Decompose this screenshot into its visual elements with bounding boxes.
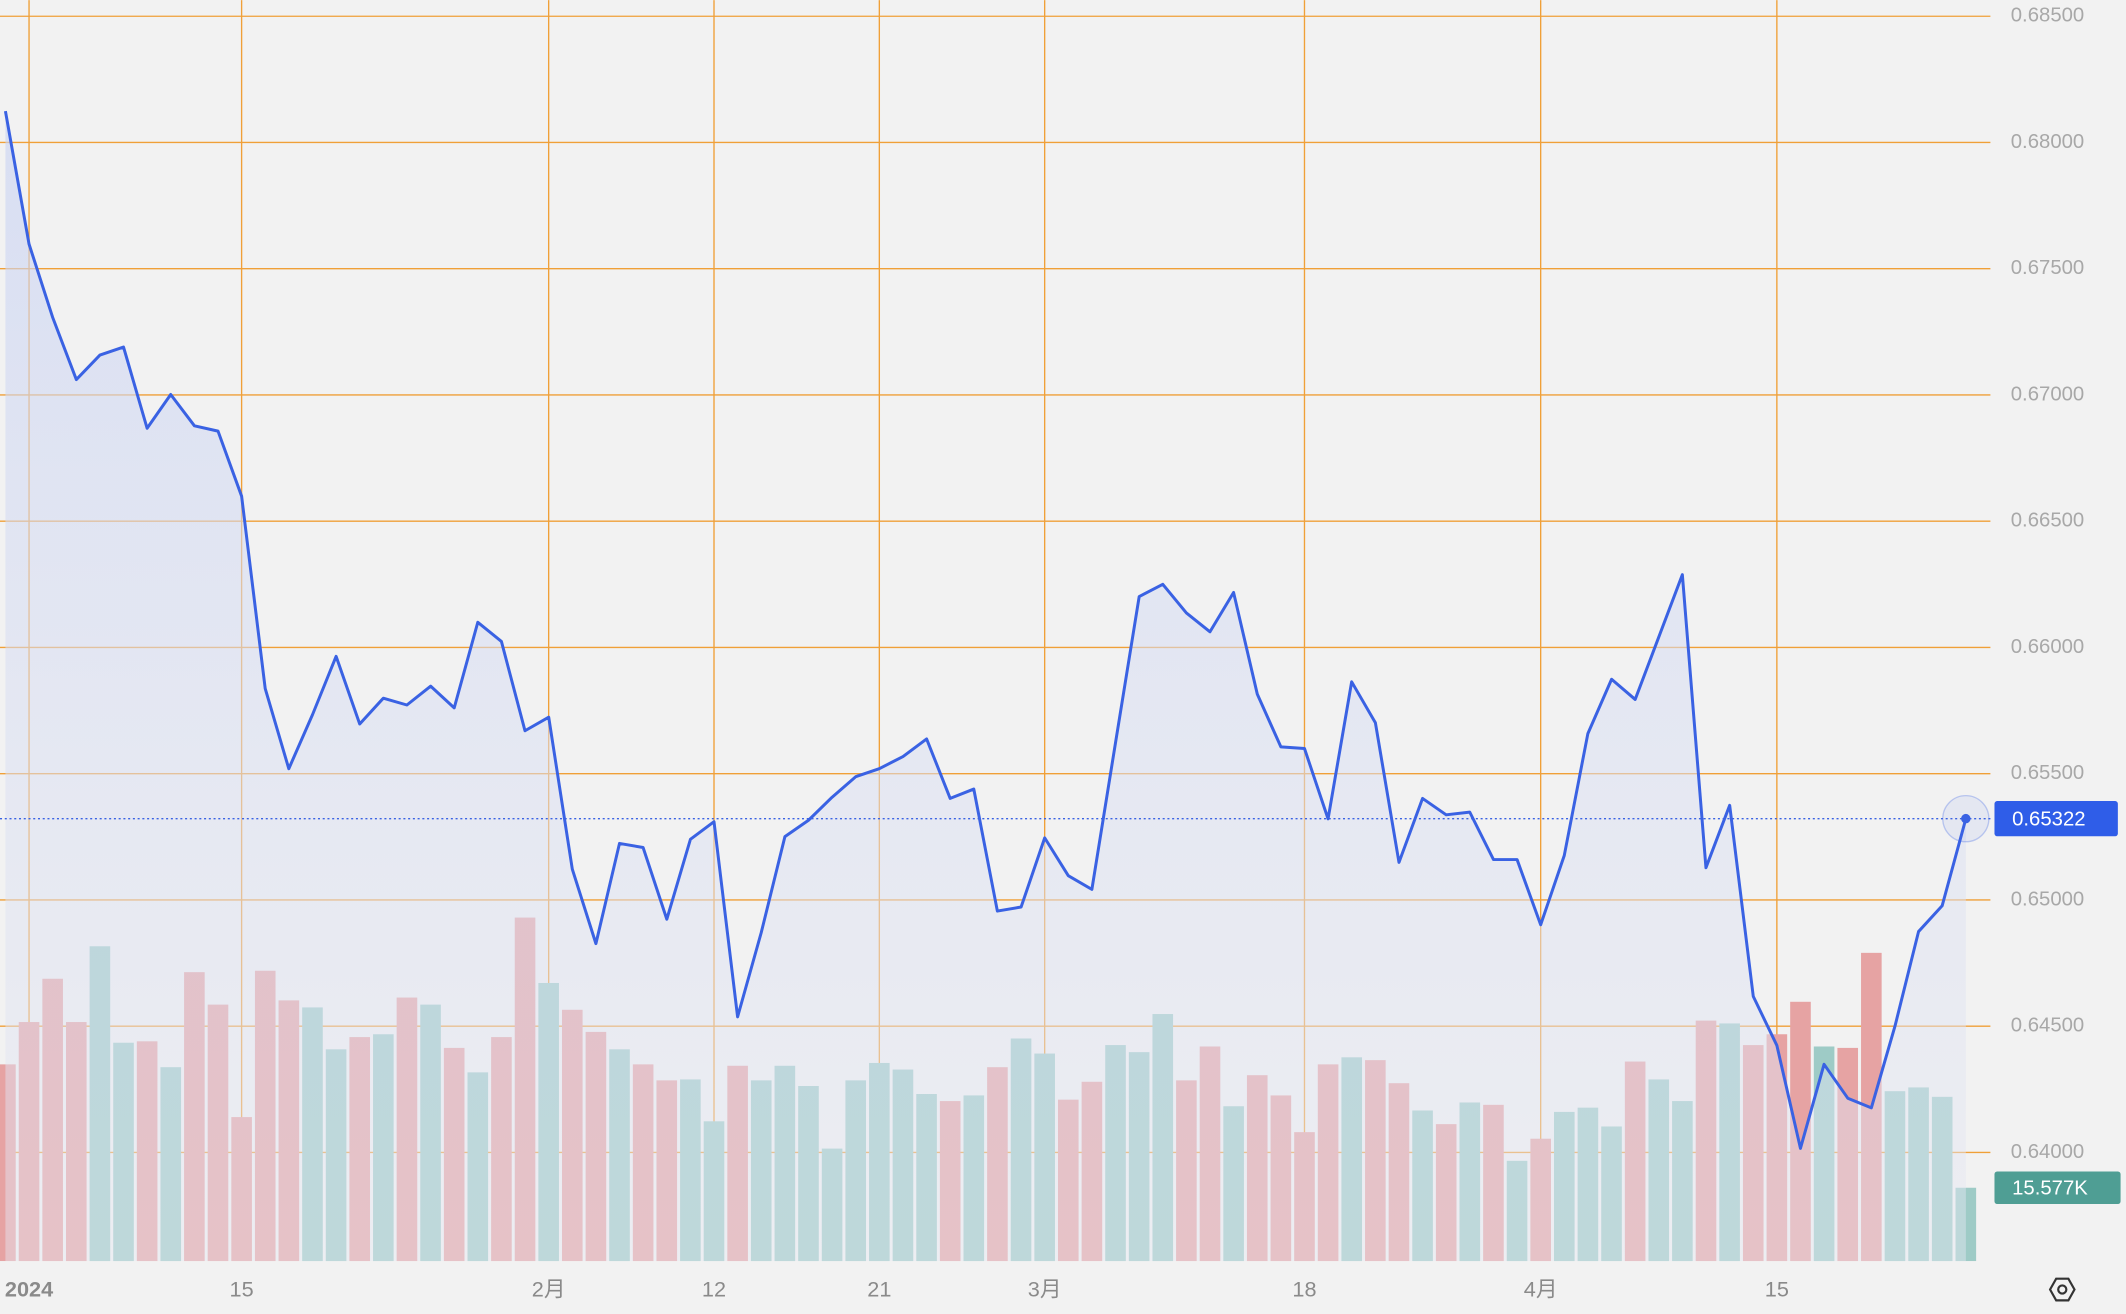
y-tick-label: 0.65000	[2011, 888, 2084, 910]
last-price-dot	[1961, 813, 1971, 824]
x-tick-label: 3月	[1028, 1277, 1062, 1302]
x-tick-label: 15	[1765, 1277, 1789, 1302]
x-tick-label: 15	[230, 1277, 254, 1302]
settings-icon[interactable]	[2048, 1277, 2076, 1302]
y-tick-label: 0.67000	[2011, 383, 2084, 405]
x-tick-label: 2月	[532, 1277, 566, 1302]
y-tick-label: 0.65500	[2011, 762, 2084, 784]
price-area	[5, 111, 1966, 1262]
y-tick-label: 0.66000	[2011, 636, 2084, 658]
x-tick-label: 12	[702, 1277, 726, 1302]
y-tick-label: 0.64500	[2011, 1015, 2084, 1037]
y-tick-label: 0.68500	[2011, 5, 2084, 27]
x-tick-label: 18	[1292, 1277, 1316, 1302]
volume-label: 15.577K	[2012, 1177, 2088, 1199]
price-plot	[0, 110, 1991, 1262]
x-tick-label: 21	[867, 1277, 891, 1302]
y-tick-label: 0.66500	[2011, 510, 2084, 532]
y-tick-label: 0.67500	[2011, 257, 2084, 279]
price-label-box	[1994, 801, 2118, 837]
y-tick-label: 0.68000	[2011, 131, 2084, 153]
volume-label-box	[1994, 1171, 2121, 1205]
price-line	[3, 110, 1968, 1150]
price-label: 0.65322	[2012, 808, 2085, 830]
y-tick-label: 0.64000	[2011, 1141, 2084, 1163]
x-tick-label: 4月	[1524, 1277, 1558, 1302]
axis-labels: 0.64000 0.64500 0.65000 0.65500 0.66000 0.665…	[5, 5, 2121, 1302]
x-tick-label: 2024	[5, 1277, 53, 1302]
